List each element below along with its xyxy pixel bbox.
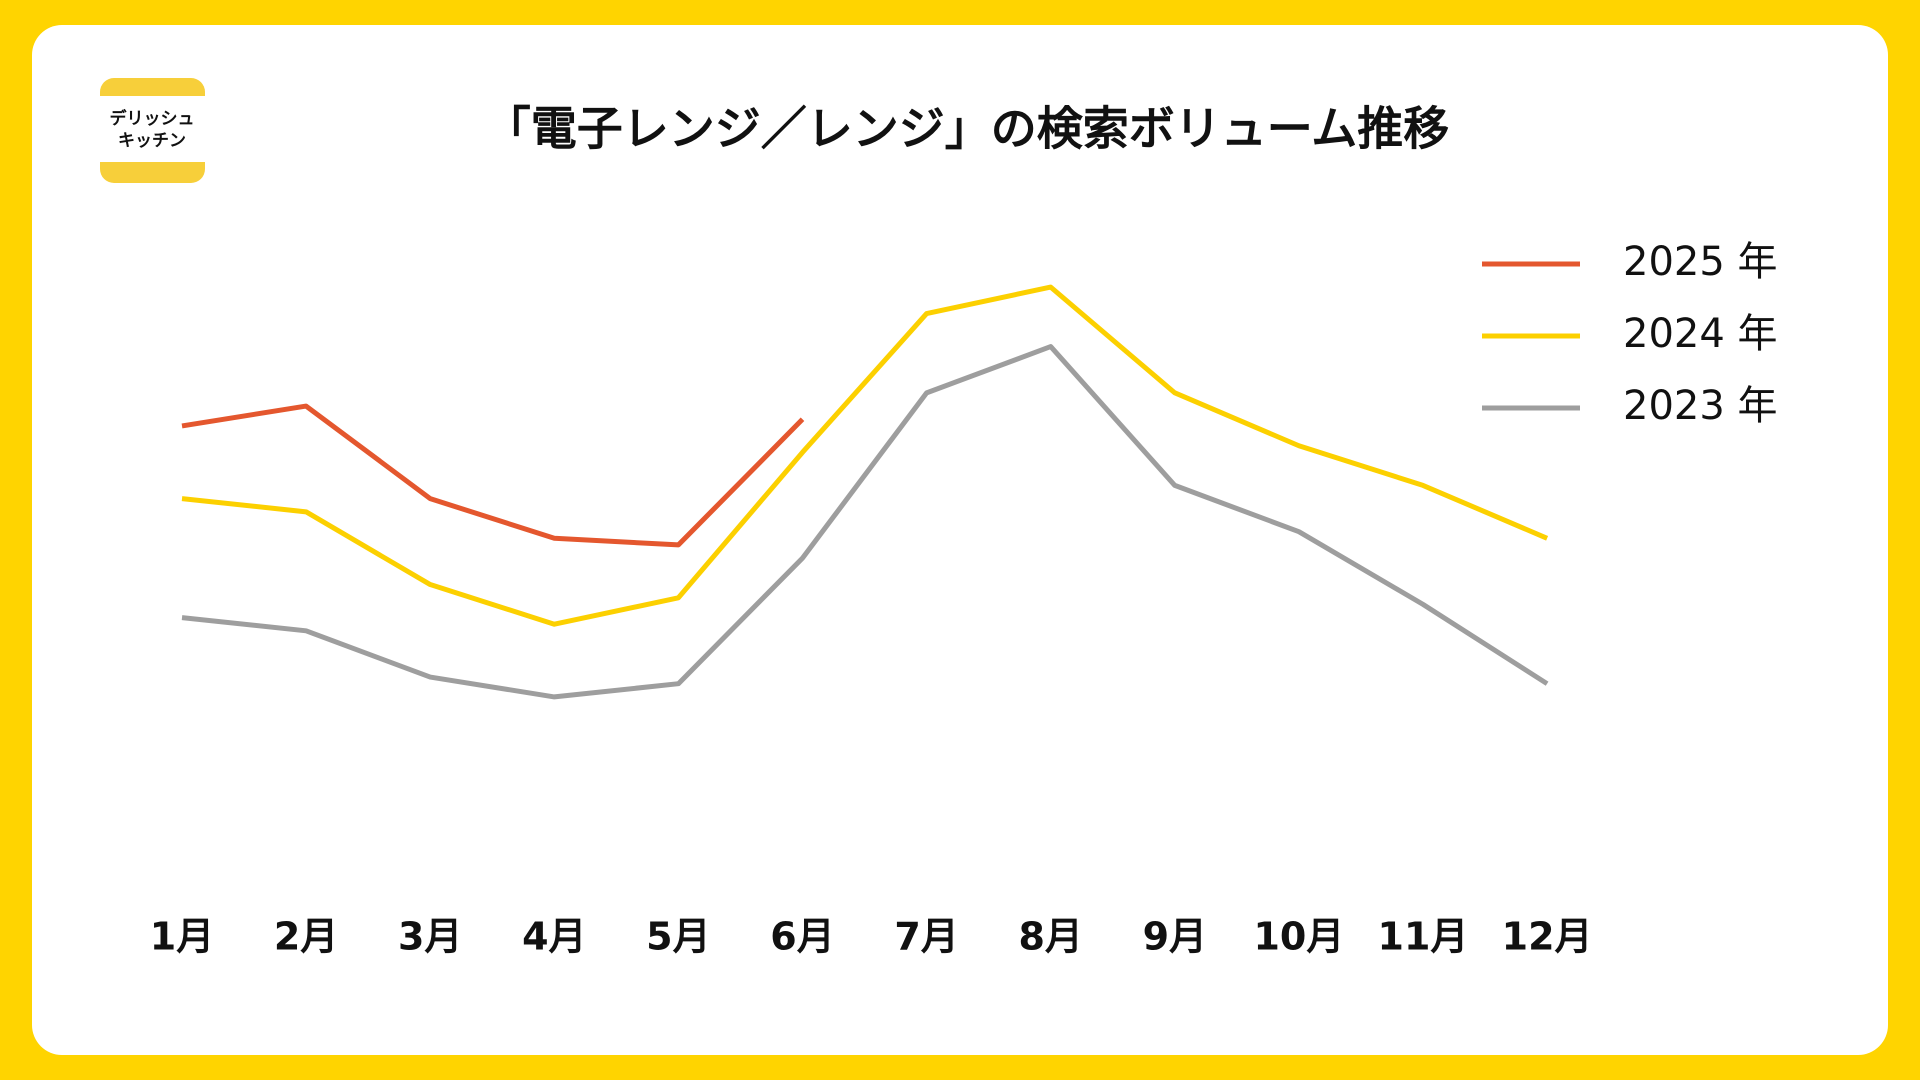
legend-label: 2023 年 [1623,383,1778,429]
x-tick-label: 1月 [150,915,214,959]
x-tick-label: 4月 [522,915,586,959]
x-tick-label: 7月 [894,915,958,959]
card [32,25,1888,1055]
logo-text: キッチン [118,131,186,151]
series-line [181,403,805,548]
x-tick-label: 12月 [1502,915,1593,959]
series-line [181,284,1549,627]
x-tick-label: 10月 [1253,915,1344,959]
x-tick-label: 11月 [1378,915,1469,959]
x-tick-label: 5月 [646,915,710,959]
x-tick-label: 9月 [1143,915,1207,959]
logo-text: デリッシュ [110,108,195,129]
series-line [181,344,1549,700]
x-tick-label: 2月 [274,915,338,959]
x-tick-label: 6月 [770,915,834,959]
legend-label: 2025 年 [1623,239,1778,285]
legend-label: 2024 年 [1623,311,1778,357]
x-tick-label: 3月 [398,915,462,959]
x-tick-label: 8月 [1018,915,1082,959]
chart-title: 「電子レンジ／レンジ」の検索ボリューム推移 [485,102,1450,156]
logo: デリッシュ キッチン [100,78,205,183]
logo-band [100,96,205,162]
